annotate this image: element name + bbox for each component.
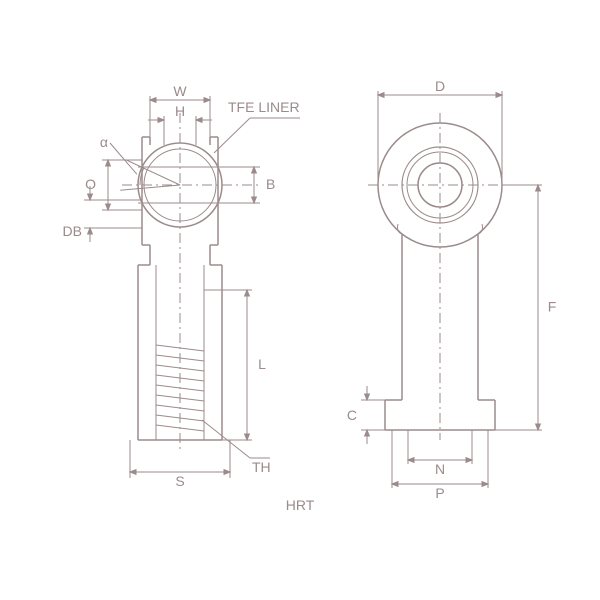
dim-S: S	[175, 473, 184, 489]
technical-drawing: L WH TFE LINER α B O DB S TH HRT D F C NP	[0, 0, 600, 600]
label-TH: TH	[252, 459, 271, 475]
dim-alpha: α	[100, 134, 108, 150]
dim-DB: DB	[63, 223, 82, 239]
dim-L: L	[258, 356, 266, 372]
dim-O: O	[85, 176, 96, 192]
dim-D: D	[435, 78, 445, 94]
dim-P: P	[435, 485, 444, 501]
label-tfe-liner: TFE LINER	[228, 99, 300, 115]
dim-W: W	[173, 83, 187, 99]
label-HRT: HRT	[286, 497, 315, 513]
dim-N: N	[435, 461, 445, 477]
dim-H: H	[175, 103, 185, 119]
dim-B: B	[266, 176, 275, 192]
dim-C: C	[347, 407, 357, 423]
dim-F: F	[548, 299, 557, 315]
